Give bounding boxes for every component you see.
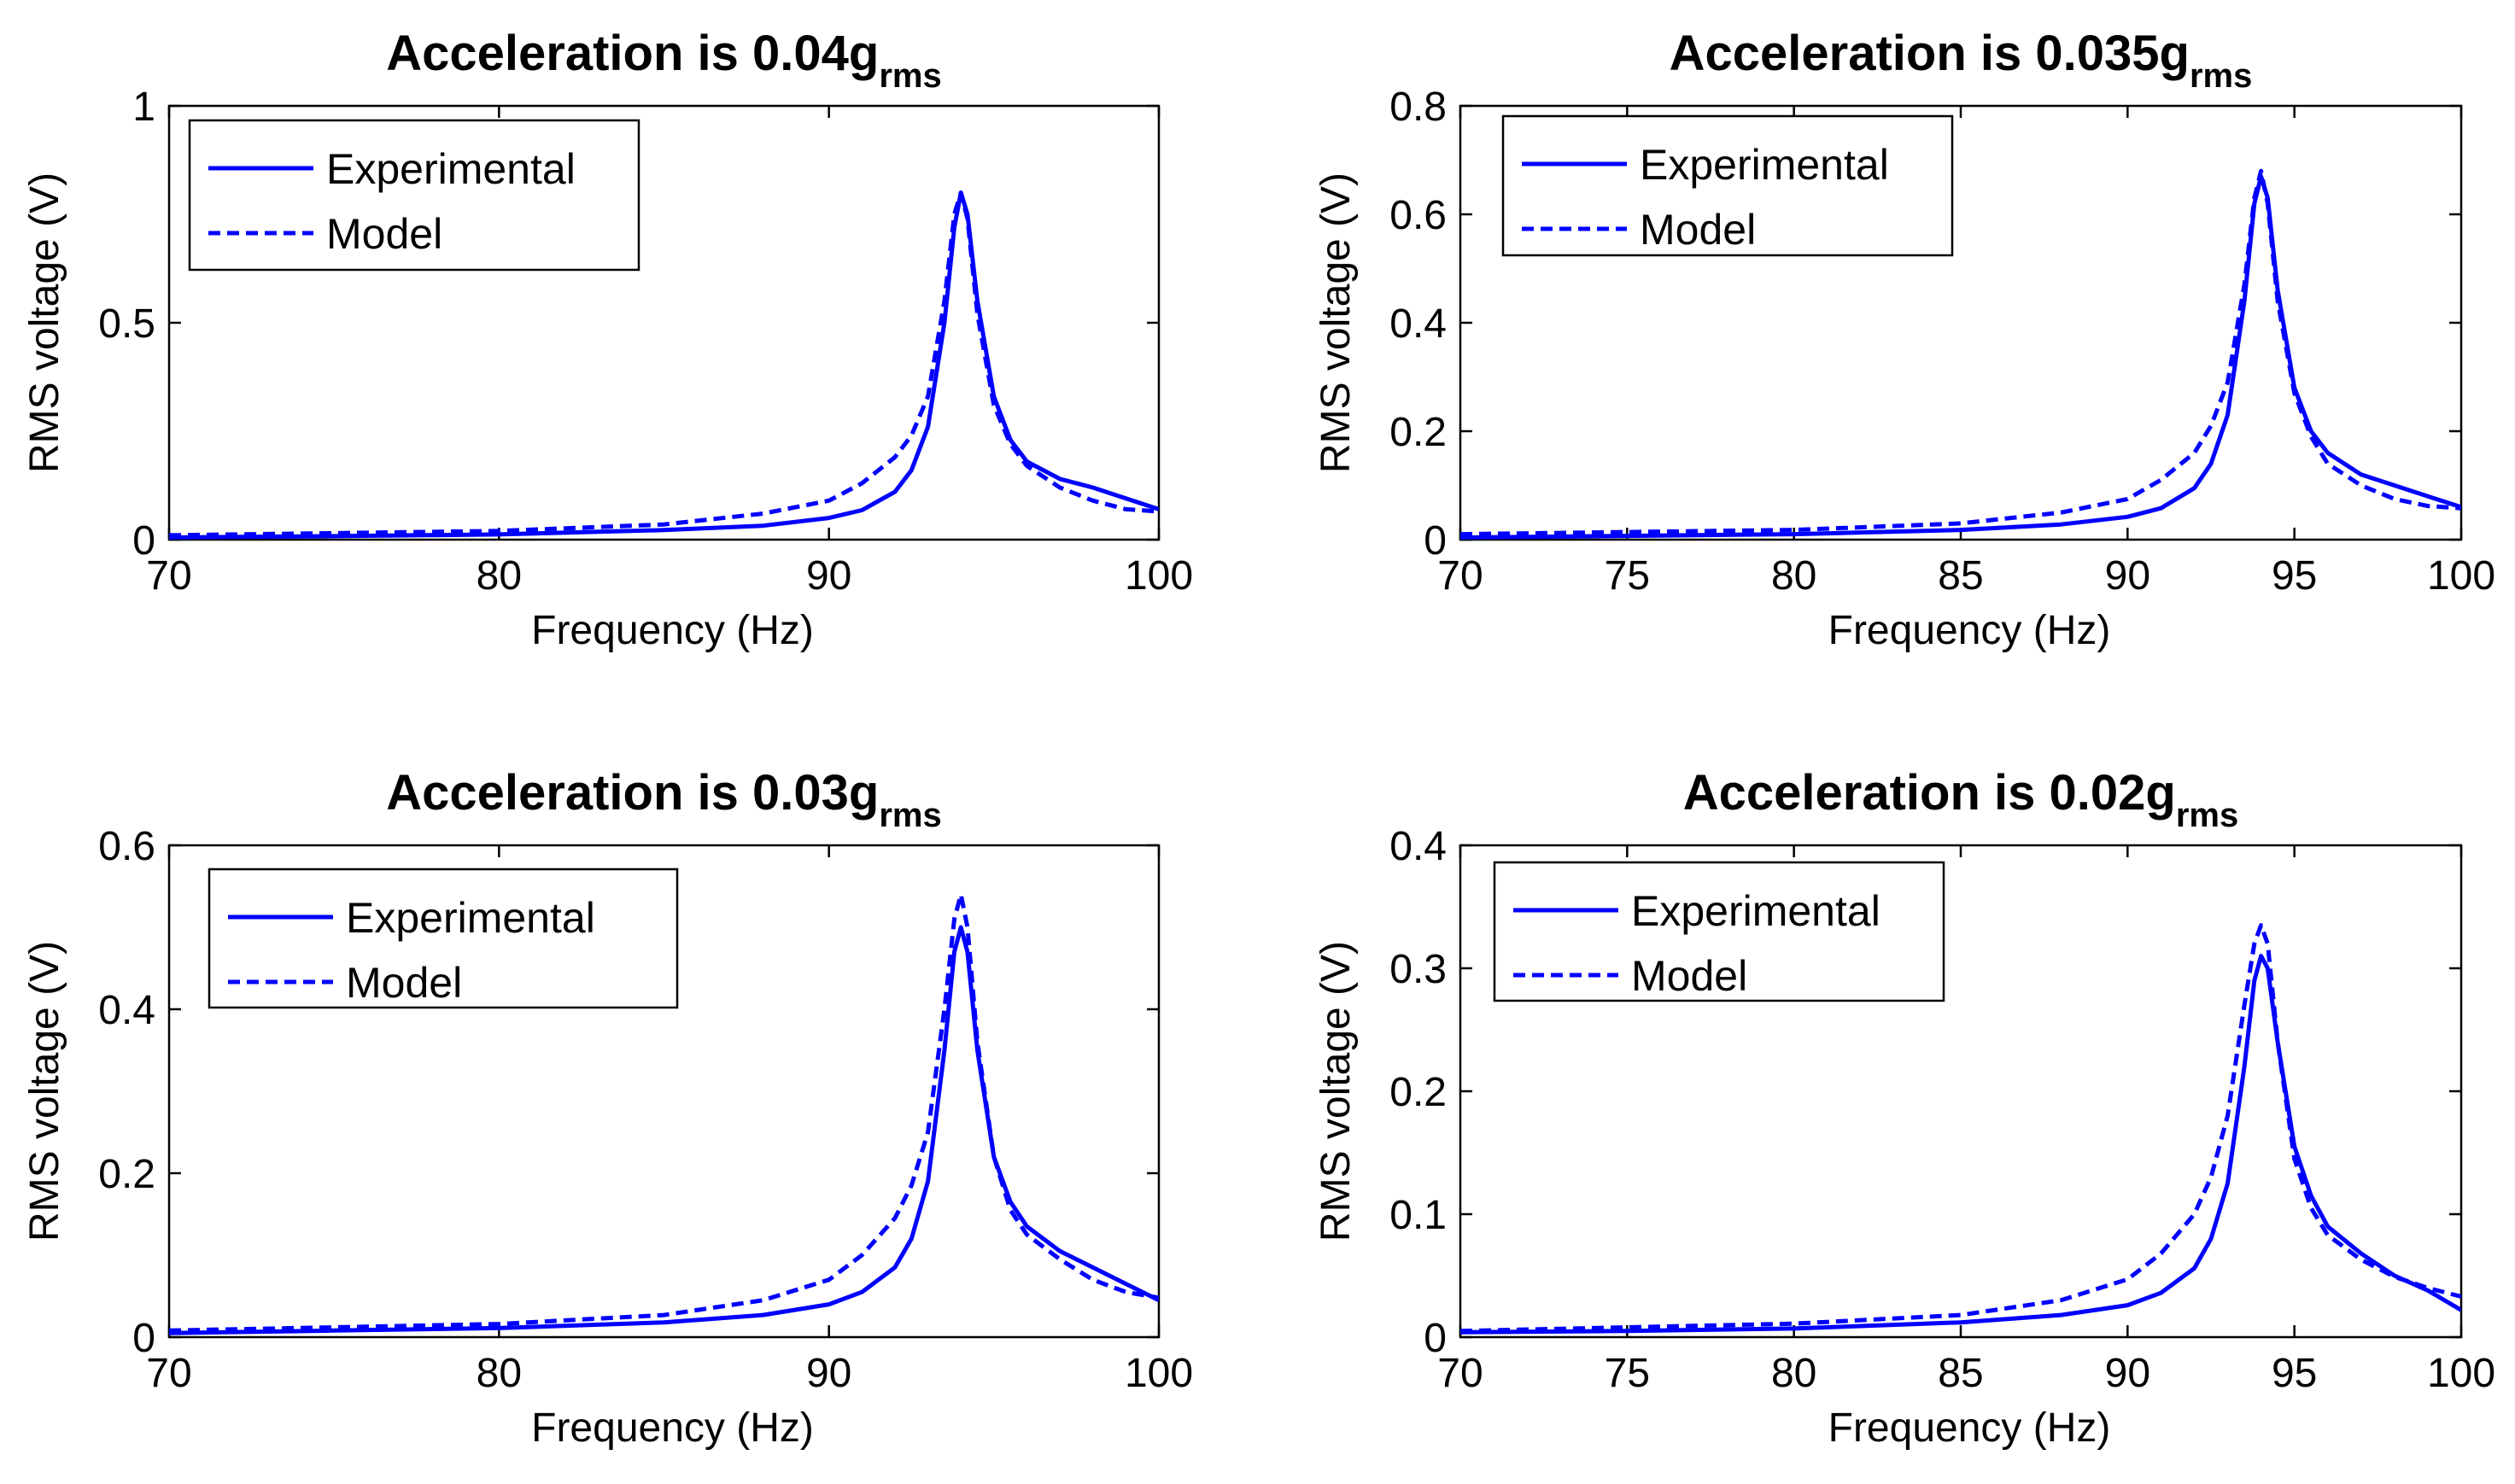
y-axis-label: RMS voltage (V) — [1313, 941, 1359, 1242]
legend-label-model: Model — [1640, 206, 1756, 254]
chart-title-subscript: rms — [2176, 797, 2238, 834]
x-tick-label: 80 — [1771, 1351, 1816, 1396]
legend-label-experimental: Experimental — [326, 145, 576, 193]
y-tick-label: 0.6 — [1389, 193, 1447, 238]
y-tick-label: 1 — [132, 85, 155, 130]
series-experimental-line — [169, 190, 1159, 540]
y-axis-label: RMS voltage (V) — [22, 172, 67, 473]
y-axis-label: RMS voltage (V) — [22, 941, 67, 1242]
legend-box — [1493, 861, 1945, 1002]
x-tick-label: 90 — [806, 1351, 851, 1396]
chart-title: Acceleration is 0.035grms — [1670, 26, 2253, 95]
y-tick-label: 0 — [132, 518, 155, 564]
legend-label-experimental: Experimental — [346, 894, 595, 942]
y-axis-label: RMS voltage (V) — [1313, 172, 1359, 473]
y-tick-label: 0.6 — [98, 824, 155, 869]
y-tick-label: 0.8 — [1389, 85, 1447, 130]
x-tick-label: 100 — [1125, 1351, 1193, 1396]
x-tick-label: 90 — [2105, 1351, 2150, 1396]
x-tick-label: 75 — [1605, 1351, 1650, 1396]
chart-panel-1: 70 80 90 100 0 0.5 1 Frequency (Hz) RMS voltage … — [22, 26, 1193, 653]
chart-title: Acceleration is 0.02grms — [1683, 765, 2238, 834]
chart-title-main: Acceleration is 0.04g — [386, 26, 879, 81]
legend: Experimental Model — [208, 868, 679, 1009]
x-tick-label: 100 — [2427, 553, 2495, 599]
chart-panel-2: 70 75 80 85 90 95 100 0 0.2 0.4 0.6 0.8 Frequency (H… — [1313, 26, 2495, 653]
chart-title-subscript: rms — [2190, 57, 2252, 95]
y-tick-label: 0.4 — [1389, 824, 1447, 869]
chart-title-subscript: rms — [879, 797, 941, 834]
x-tick-label: 95 — [2272, 1351, 2317, 1396]
legend: Experimental Model — [1501, 114, 1954, 257]
x-tick-label: 70 — [1437, 553, 1483, 599]
legend-label-model: Model — [346, 959, 462, 1007]
legend-box — [188, 119, 640, 272]
chart-title: Acceleration is 0.04grms — [386, 26, 941, 95]
series-experimental-line — [1460, 954, 2461, 1335]
legend-label-experimental: Experimental — [1631, 887, 1880, 935]
x-tick-label: 80 — [477, 553, 522, 599]
y-tick-label: 0 — [132, 1316, 155, 1361]
legend-label-model: Model — [326, 210, 442, 258]
chart-panel-3: 70 80 90 100 0 0.2 0.4 0.6 Frequency (Hz) RMS vol… — [22, 765, 1193, 1451]
x-tick-label: 100 — [2427, 1351, 2495, 1396]
x-tick-label: 70 — [146, 1351, 191, 1396]
legend-label-model: Model — [1631, 952, 1747, 1000]
y-tick-label: 0.2 — [1389, 1070, 1447, 1115]
x-tick-label: 90 — [806, 553, 851, 599]
x-tick-label: 85 — [1938, 553, 1983, 599]
x-tick-label: 70 — [1437, 1351, 1483, 1396]
chart-title: Acceleration is 0.03grms — [386, 765, 941, 834]
chart-title-main: Acceleration is 0.03g — [386, 765, 879, 821]
legend-box — [1501, 114, 1954, 257]
y-tick-label: 0.1 — [1389, 1193, 1447, 1238]
chart-title-main: Acceleration is 0.035g — [1670, 26, 2190, 81]
y-tick-label: 0.5 — [98, 301, 155, 347]
chart-panel-4: 70 75 80 85 90 95 100 0 0.1 0.2 0.3 0.4 Frequency (H… — [1313, 765, 2495, 1451]
y-tick-label: 0.2 — [98, 1152, 155, 1197]
x-tick-label: 70 — [146, 553, 191, 599]
x-axis-label: Frequency (Hz) — [531, 1405, 814, 1451]
y-tick-label: 0.4 — [1389, 301, 1447, 347]
x-tick-label: 95 — [2272, 553, 2317, 599]
x-tick-label: 100 — [1125, 553, 1193, 599]
x-tick-label: 85 — [1938, 1351, 1983, 1396]
series-model-line — [169, 190, 1159, 538]
x-tick-label: 90 — [2105, 553, 2150, 599]
y-tick-label: 0 — [1424, 1316, 1447, 1361]
x-axis-label: Frequency (Hz) — [1828, 1405, 2111, 1451]
legend-box — [208, 868, 679, 1009]
legend: Experimental Model — [188, 119, 640, 272]
y-tick-label: 0.4 — [98, 988, 155, 1033]
chart-title-main: Acceleration is 0.02g — [1683, 765, 2176, 821]
y-tick-label: 0.2 — [1389, 410, 1447, 455]
chart-title-subscript: rms — [879, 57, 941, 95]
series-model-line — [1460, 168, 2461, 537]
legend: Experimental Model — [1493, 861, 1945, 1002]
x-tick-label: 75 — [1605, 553, 1650, 599]
legend-label-experimental: Experimental — [1640, 141, 1889, 189]
series-experimental-line — [169, 925, 1159, 1335]
x-axis-label: Frequency (Hz) — [531, 608, 814, 653]
series-model-line — [169, 892, 1159, 1333]
y-tick-label: 0.3 — [1389, 947, 1447, 992]
series-model-line — [1460, 923, 2461, 1334]
y-tick-label: 0 — [1424, 518, 1447, 564]
x-tick-label: 80 — [477, 1351, 522, 1396]
x-tick-label: 80 — [1771, 553, 1816, 599]
x-axis-label: Frequency (Hz) — [1828, 608, 2111, 653]
